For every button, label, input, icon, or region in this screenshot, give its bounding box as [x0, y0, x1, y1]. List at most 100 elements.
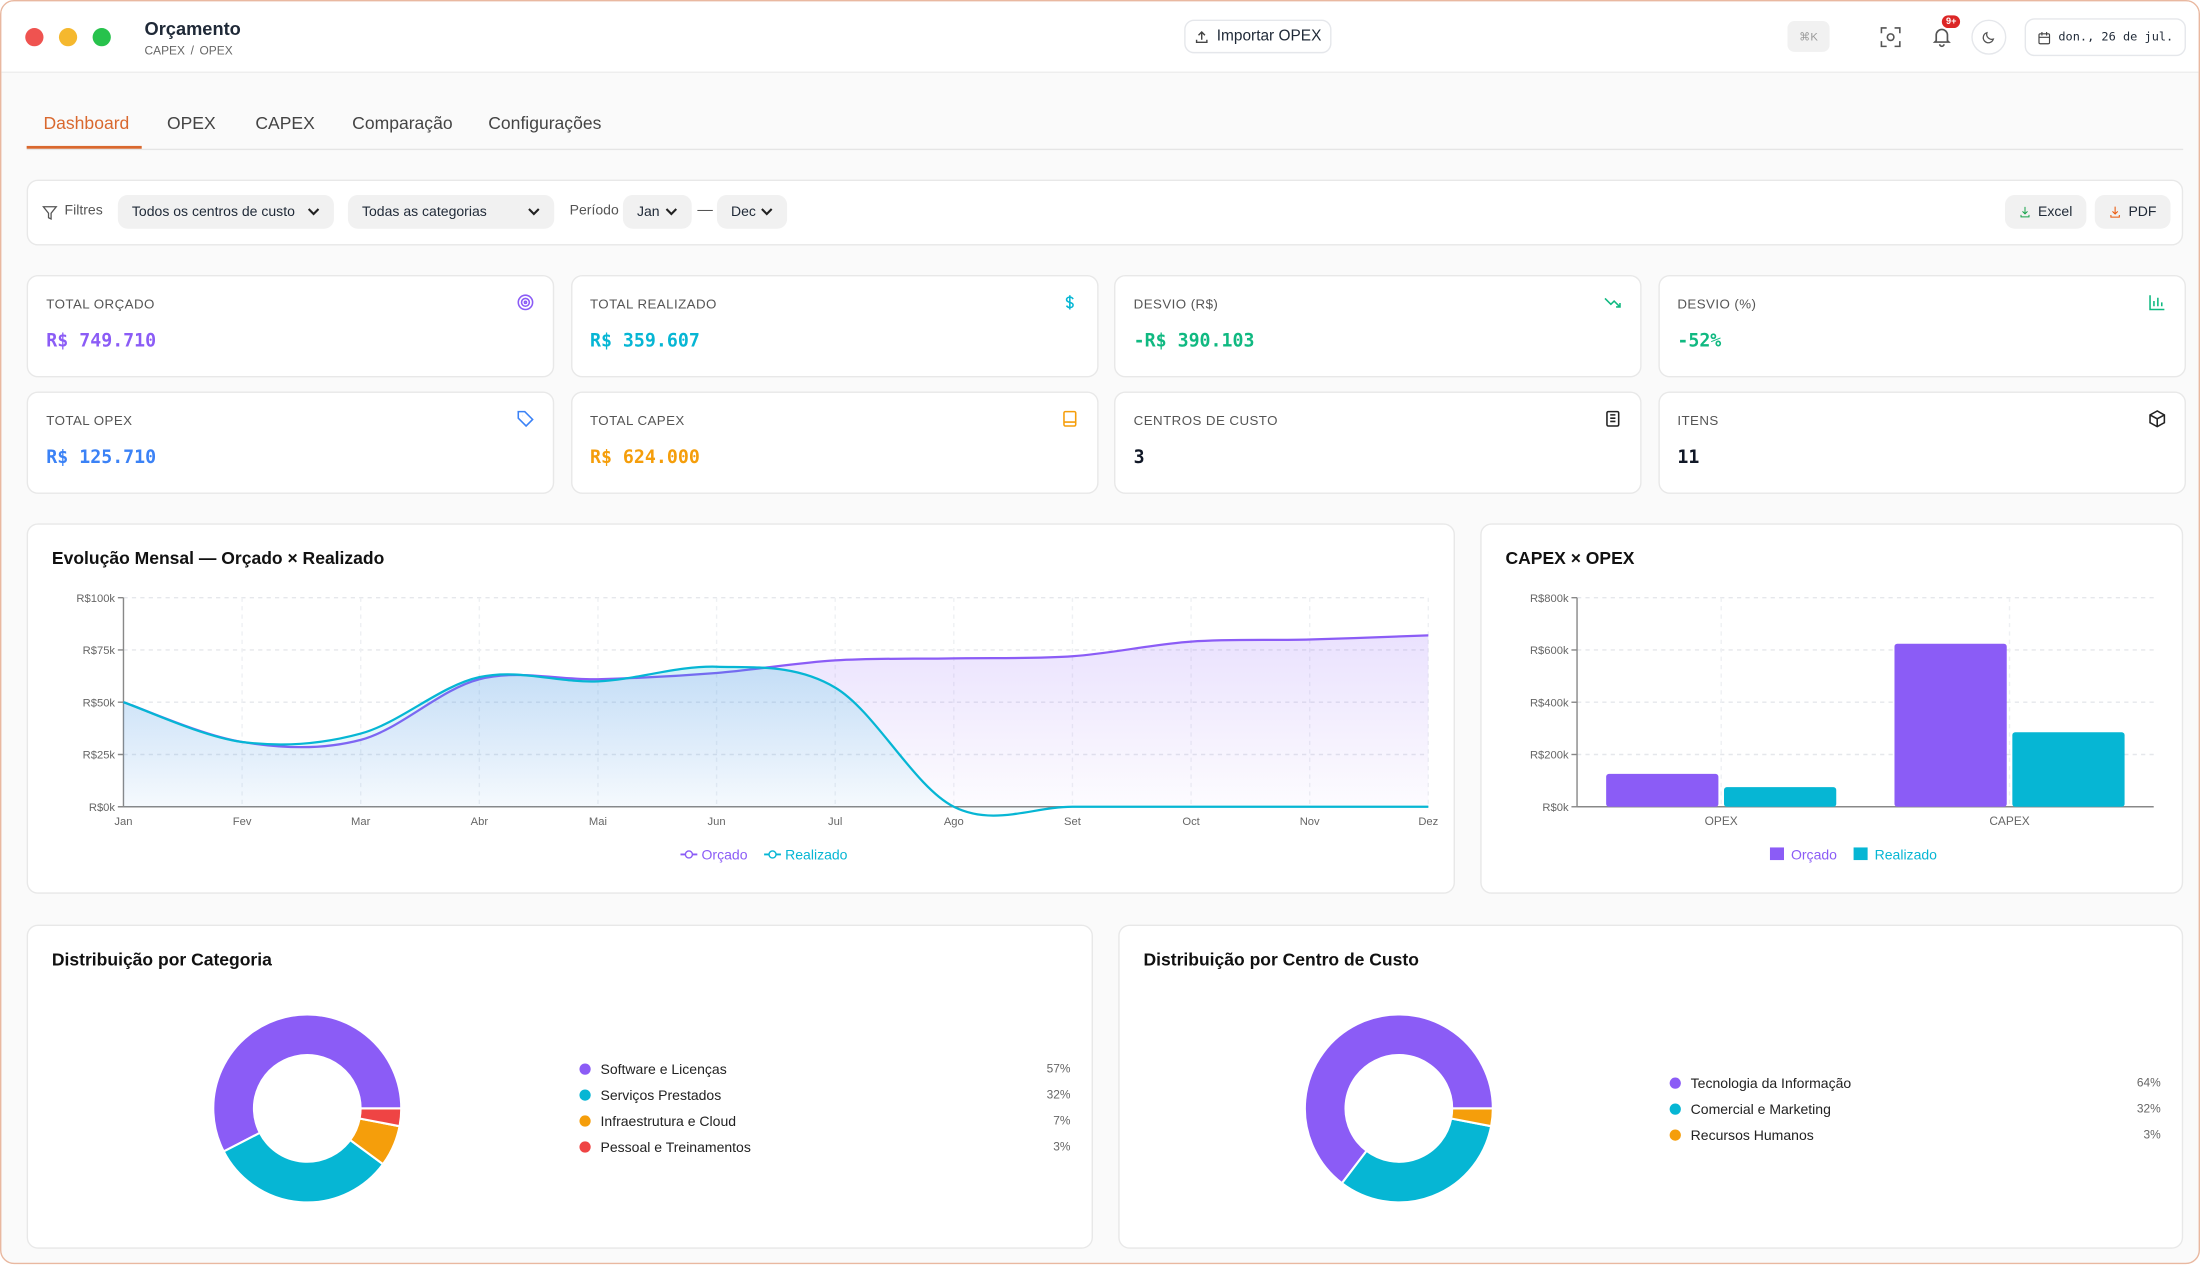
bar: [1894, 643, 2007, 807]
x-tick-label: Oct: [1182, 816, 1200, 828]
button-label: Excel: [2038, 204, 2073, 220]
kpi-label: TOTAL ORÇADO: [46, 297, 155, 313]
period-from-select[interactable]: Jan: [622, 195, 692, 229]
x-tick-label: Jan: [114, 816, 132, 828]
pie-slice[interactable]: [358, 1107, 403, 1128]
kpi-card: ITENS 11: [1657, 391, 2186, 494]
legend-dot: [579, 1115, 591, 1127]
button-label: PDF: [2128, 204, 2157, 220]
category-select[interactable]: Todas as categorias: [347, 195, 555, 229]
moon-icon: [1982, 31, 1995, 44]
legend-label: Tecnologia da Informação: [1691, 1075, 1852, 1091]
kpi-card: DESVIO (R$) -R$ 390.103: [1114, 274, 1642, 378]
legend-value: 3%: [1053, 1140, 1071, 1154]
kpi-icon: [1606, 410, 1620, 427]
icon-part: [1062, 410, 1076, 427]
x-tick-label: Mar: [351, 816, 371, 828]
period-to-select[interactable]: Dec: [716, 195, 788, 229]
legend-label: Infraestrutura e Cloud: [601, 1113, 737, 1129]
chevron: [528, 208, 540, 216]
y-tick-label: R$75k: [83, 645, 116, 657]
legend-value: 32%: [1047, 1088, 1071, 1102]
legend-swatch: [1769, 847, 1784, 861]
icon-part: [523, 300, 528, 305]
x-tick-label: Fev: [233, 816, 252, 828]
notification-badge: 9+: [1941, 15, 1961, 29]
tab[interactable]: Comparação: [352, 113, 453, 134]
pdf-button[interactable]: PDF: [2094, 195, 2171, 229]
pie-slice[interactable]: [212, 1013, 403, 1153]
legend-label[interactable]: Realizado: [785, 846, 848, 862]
upload-icon: [1196, 30, 1208, 43]
x-tick-label: Ago: [944, 816, 964, 828]
shortcut-hint[interactable]: ⌘K: [1787, 21, 1830, 52]
chart: Evolução Mensal — Orçado × Realizado R$0k…: [52, 548, 1439, 862]
legend-dot: [579, 1089, 591, 1101]
legend-value: 3%: [2143, 1128, 2161, 1142]
x-tick-label: CAPEX: [1989, 814, 2029, 828]
y-tick-label: R$100k: [76, 593, 115, 605]
pie-slice[interactable]: [1340, 1117, 1493, 1204]
chevron: [307, 208, 320, 216]
icon-part: [1610, 414, 1616, 423]
y-tick-label: R$25k: [83, 750, 116, 762]
legend-value: 57%: [1047, 1062, 1071, 1076]
legend-label: Pessoal e Treinamentos: [601, 1139, 751, 1155]
kpi-icon: [517, 294, 534, 311]
tab[interactable]: OPEX: [166, 113, 216, 134]
legend-swatch: [1853, 847, 1868, 861]
date-display[interactable]: don., 26 de jul.: [2024, 18, 2186, 57]
tab[interactable]: CAPEX: [255, 113, 315, 134]
x-tick-label: Jun: [708, 816, 726, 828]
icon-part: [517, 410, 534, 428]
legend-dot: [1669, 1129, 1681, 1141]
pie-slice[interactable]: [222, 1131, 385, 1204]
kpi-card: TOTAL ORÇADO R$ 749.710: [26, 274, 555, 378]
chart-card: Distribuição por Centro de Custo Tecnolog…: [1118, 924, 2184, 1249]
icon-part: [2148, 295, 2164, 311]
breadcrumb-separator: /: [190, 43, 194, 58]
pie-slice[interactable]: [1449, 1107, 1494, 1128]
cost-center-select[interactable]: Todos os centros de custo: [117, 195, 334, 229]
y-tick-label: R$400k: [1530, 697, 1569, 709]
period-separator: —: [697, 202, 713, 219]
screenshot-icon[interactable]: [1880, 27, 1901, 48]
pie-slice[interactable]: [1303, 1013, 1494, 1185]
chart: Distribuição por Centro de Custo Tecnolog…: [1143, 949, 2161, 1204]
legend-label[interactable]: Orçado: [1791, 846, 1837, 862]
chevron: [665, 208, 678, 216]
minimize-button[interactable]: [58, 28, 78, 47]
download-icon: [2020, 206, 2030, 218]
kpi-value: R$ 359.607: [589, 331, 700, 353]
line: [123, 665, 1429, 817]
theme-toggle[interactable]: [1971, 19, 2007, 55]
maximize-button[interactable]: [92, 28, 111, 47]
bell-icon[interactable]: [1931, 25, 1953, 48]
x-tick-label: Jul: [828, 816, 842, 828]
x-tick-label: Nov: [1300, 816, 1320, 828]
kpi-label: TOTAL CAPEX: [589, 413, 685, 430]
filter-label: Filtres: [64, 203, 103, 219]
excel-button[interactable]: Excel: [2004, 195, 2087, 229]
import-button[interactable]: Importar OPEX: [1184, 19, 1332, 54]
kpi-icon: [1062, 410, 1076, 427]
close-button[interactable]: [25, 28, 44, 47]
x-tick-label: Mai: [589, 816, 607, 828]
filter-icon: [42, 206, 58, 221]
tab[interactable]: Dashboard: [43, 113, 130, 134]
breadcrumb: CAPEX / OPEX: [145, 43, 233, 57]
active-tab-indicator: [26, 145, 142, 149]
chart-card: Evolução Mensal — Orçado × Realizado R$0k…: [26, 523, 1455, 894]
breadcrumb-item[interactable]: OPEX: [199, 43, 233, 58]
chart-card: CAPEX × OPEX R$0k R$200k R$400k R$600k R$800k…: [1480, 523, 2184, 894]
period-label: Período: [569, 203, 619, 219]
tab[interactable]: Configurações: [488, 113, 602, 134]
legend-label: Comercial e Marketing: [1691, 1101, 1831, 1117]
legend-label[interactable]: Realizado: [1875, 846, 1938, 862]
tab-divider: [26, 148, 2184, 151]
legend-label[interactable]: Orçado: [702, 846, 748, 862]
breadcrumb-item[interactable]: CAPEX: [144, 43, 185, 58]
chart: CAPEX × OPEX R$0k R$200k R$400k R$600k R$800k…: [1505, 548, 2154, 862]
icon-part: [1065, 295, 1074, 310]
icon-part: [1604, 297, 1621, 308]
